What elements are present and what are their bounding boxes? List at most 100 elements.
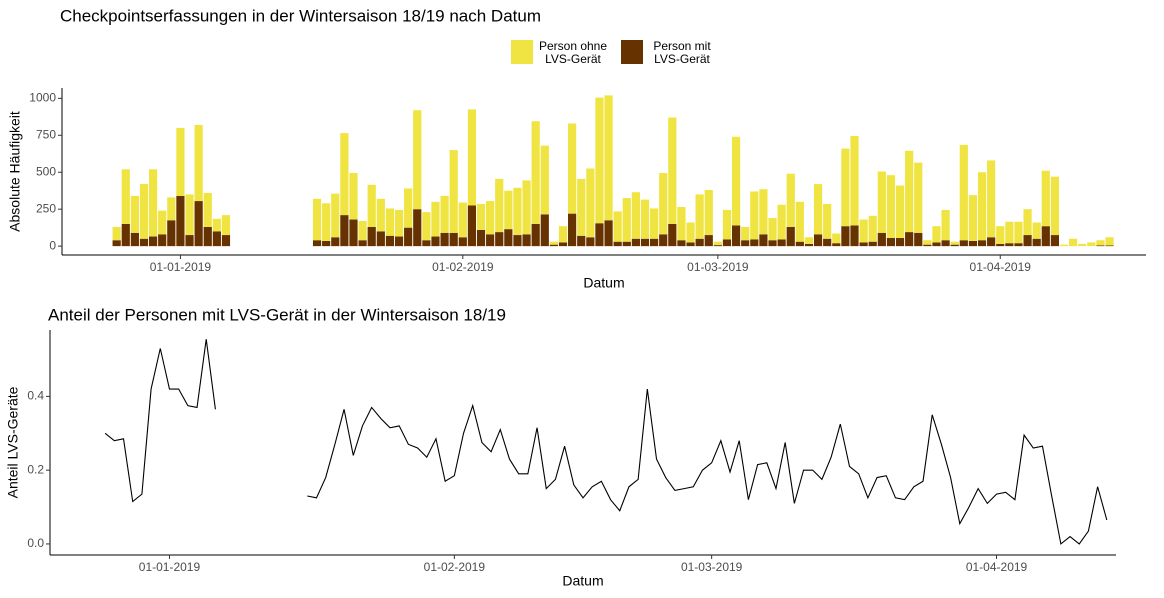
- bar-segment: [422, 212, 431, 241]
- bar-segment: [722, 239, 732, 247]
- bar-segment: [768, 218, 777, 241]
- bar-segment: [659, 234, 668, 247]
- bar-segment: [640, 199, 650, 239]
- bar-segment: [813, 184, 823, 235]
- bar-segment: [176, 195, 185, 247]
- bar-segment: [859, 242, 868, 247]
- y-axis-title: Anteil LVS-Geräte: [5, 386, 21, 498]
- x-tick-label: 01-03-2019: [687, 260, 749, 274]
- bar-segment: [431, 201, 440, 237]
- bar-segment: [1014, 243, 1023, 247]
- bar-segment: [540, 214, 549, 247]
- bar-segment: [1014, 221, 1023, 244]
- line: [104, 339, 1108, 545]
- bar-segment: [1032, 238, 1041, 247]
- bar-segment: [713, 241, 722, 246]
- bar-segment: [358, 240, 367, 247]
- bar-segment: [376, 231, 385, 247]
- bar-segment: [613, 241, 622, 247]
- bar-segment: [987, 160, 996, 238]
- bar-segment: [586, 168, 595, 238]
- bar-segment: [1087, 242, 1096, 247]
- bar-segment: [331, 237, 340, 247]
- bar-segment: [467, 109, 477, 206]
- bar-segment: [786, 173, 795, 227]
- bar-segment: [212, 218, 221, 232]
- y-tick-label: 0.4: [27, 389, 44, 403]
- bar-segment: [841, 226, 850, 247]
- bar-segment: [586, 237, 595, 247]
- bar-segment: [112, 226, 121, 241]
- bar-segment: [604, 220, 613, 247]
- bar-segment: [340, 133, 349, 216]
- bar-segment: [312, 240, 322, 247]
- chart-title: Anteil der Personen mit LVS-Gerät in der…: [48, 305, 506, 324]
- y-axis-title: Absolute Häufigkeit: [7, 111, 23, 232]
- y-tick-label: 0.0: [27, 536, 44, 550]
- bar-segment: [413, 110, 422, 210]
- bar-segment: [513, 235, 522, 247]
- bar-segment: [1059, 244, 1069, 247]
- bar-segment: [750, 191, 759, 240]
- bar-segment: [1105, 237, 1114, 246]
- bar-segment: [568, 123, 577, 214]
- chart-title: Checkpointserfassungen in der Wintersais…: [60, 6, 541, 25]
- bar-segment: [185, 235, 194, 247]
- bar-segment: [923, 244, 932, 247]
- bar-segment: [504, 190, 513, 230]
- bar-segment: [987, 237, 996, 247]
- bar-segment: [713, 245, 722, 247]
- bar-segment: [668, 117, 677, 224]
- bar-segment: [914, 162, 923, 233]
- bar-segment: [1032, 222, 1041, 239]
- bar-segment: [668, 223, 677, 247]
- bar-segment: [385, 208, 395, 236]
- bar-segment: [786, 226, 795, 247]
- bar-segment: [659, 172, 668, 235]
- bar-segment: [130, 195, 139, 233]
- bar-segment: [367, 184, 376, 227]
- bar-segment: [1069, 238, 1078, 247]
- legend-label: Person ohne LVS-Gerät: [538, 39, 608, 66]
- bar-segment: [950, 244, 959, 247]
- bar-segment: [977, 240, 987, 247]
- bar-segment: [759, 234, 768, 247]
- bar-segment: [458, 237, 467, 247]
- bar-segment: [750, 239, 759, 247]
- bar-segment: [495, 178, 504, 233]
- bar-segment: [449, 232, 458, 247]
- bar-segment: [932, 242, 941, 247]
- bar-segment: [504, 229, 513, 247]
- bar-segment: [886, 238, 896, 247]
- legend-swatch: [511, 40, 533, 64]
- bar-segment: [1096, 240, 1105, 246]
- bar-segment: [777, 204, 786, 240]
- bar-segment: [158, 234, 167, 247]
- bar-segment: [549, 244, 558, 247]
- bar-segment: [1005, 221, 1014, 244]
- bar-segment: [996, 226, 1005, 244]
- bar-segment: [613, 211, 622, 242]
- bar-segment: [1041, 170, 1050, 227]
- x-tick-label: 01-01-2019: [139, 560, 201, 574]
- bar-segment: [568, 213, 577, 247]
- bar-segment: [731, 225, 741, 247]
- bar-segment: [804, 237, 814, 244]
- bar-segment: [130, 232, 139, 247]
- legend-swatch: [621, 40, 643, 64]
- bar-segment: [622, 241, 631, 247]
- x-tick-label: 01-01-2019: [150, 260, 212, 274]
- bar-segment: [996, 243, 1005, 247]
- y-tick-label: 750: [36, 127, 56, 141]
- bar-segment: [158, 210, 167, 235]
- bar-segment: [440, 195, 449, 233]
- bar-segment: [167, 197, 176, 221]
- bar-segment: [686, 222, 695, 243]
- bar-segment: [631, 192, 640, 239]
- bar-segment: [1078, 243, 1087, 247]
- bar-segment: [1050, 176, 1060, 236]
- bar-segment: [959, 240, 968, 247]
- bar-segment: [695, 194, 704, 239]
- bar-segment: [194, 201, 203, 247]
- bar-segment: [650, 208, 659, 239]
